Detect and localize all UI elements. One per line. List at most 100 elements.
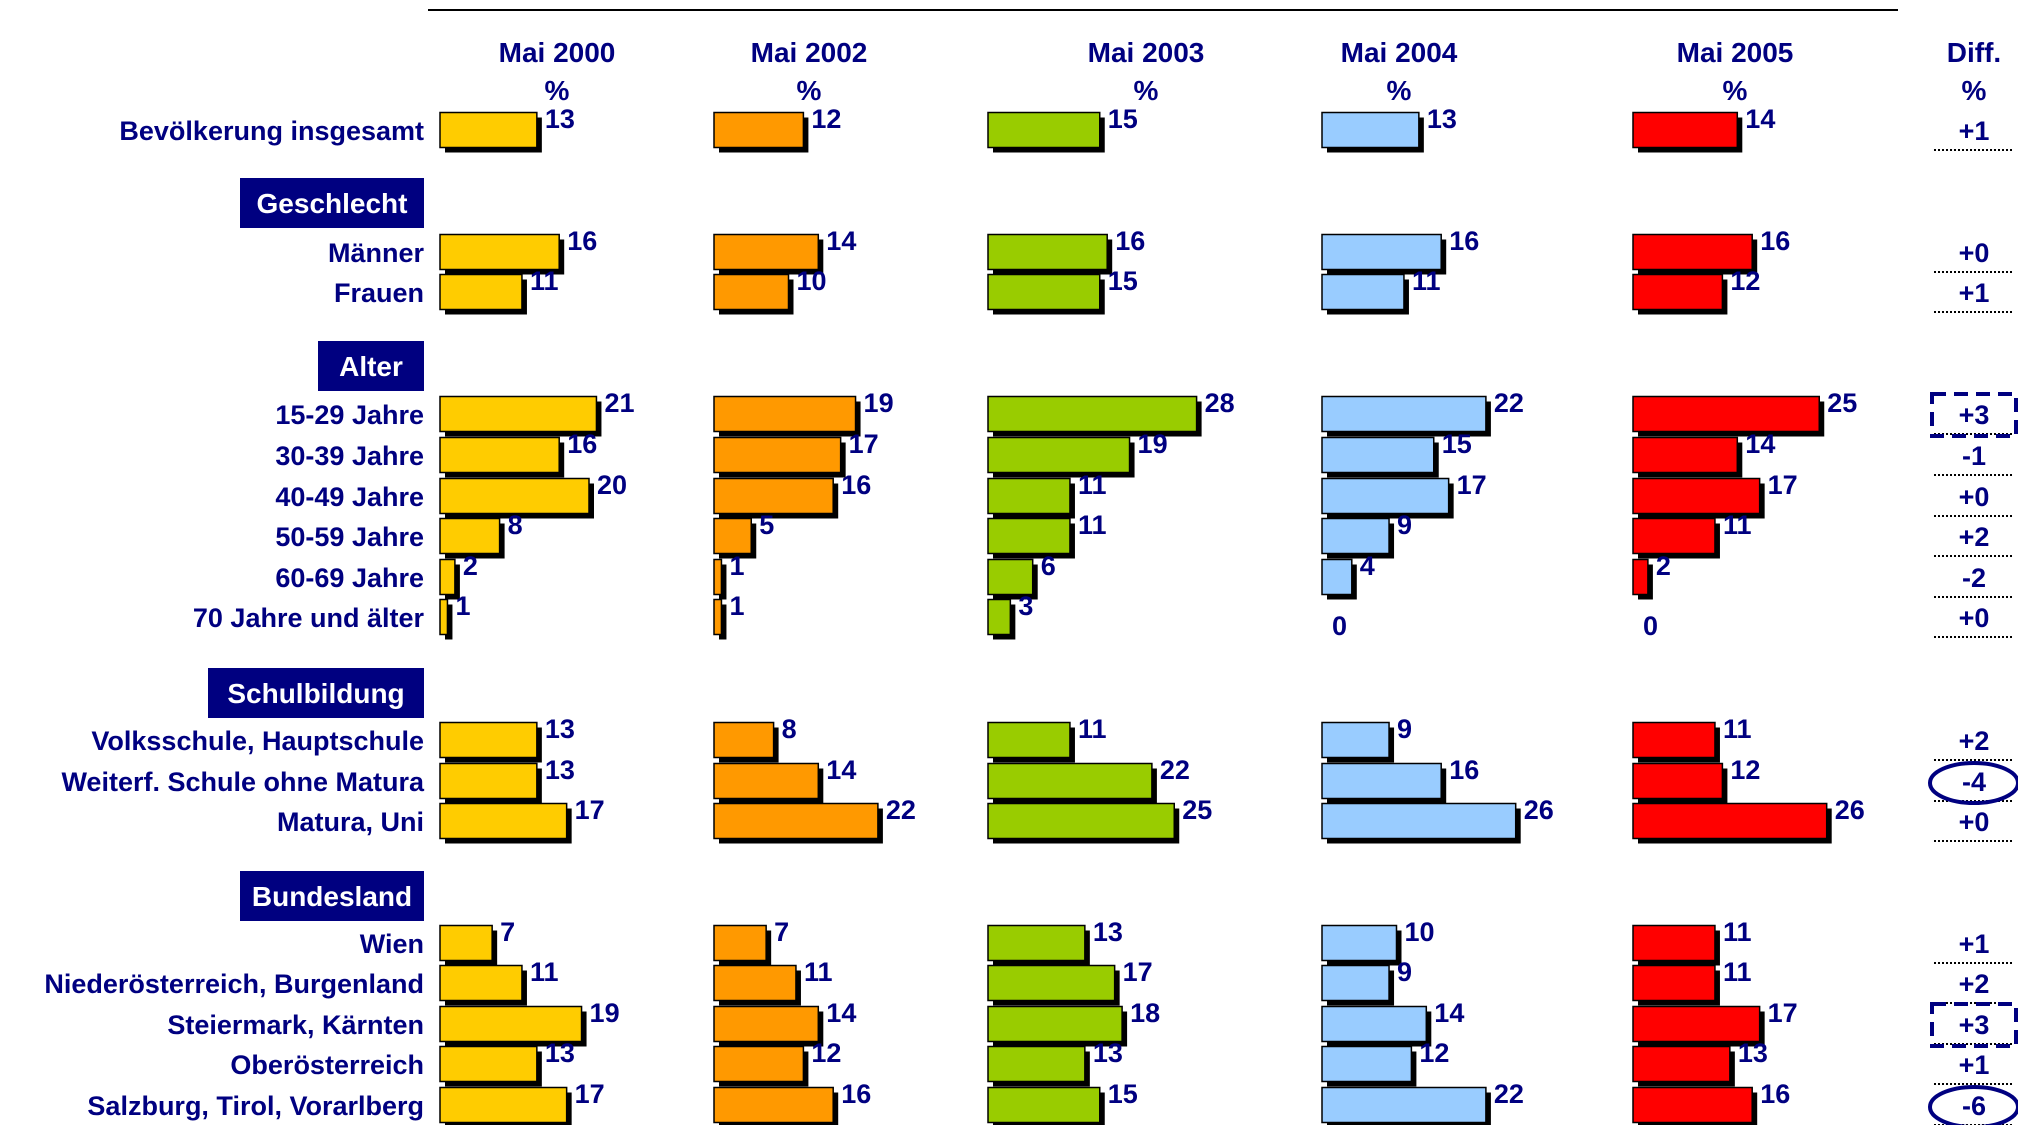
- section-header: Geschlecht: [257, 188, 408, 219]
- data-label: 7: [774, 917, 789, 947]
- data-label: 12: [811, 104, 841, 134]
- section-header: Alter: [339, 351, 403, 382]
- data-label: 19: [1138, 429, 1168, 459]
- section-header: Bundesland: [252, 881, 412, 912]
- row-label: Weiterf. Schule ohne Matura: [61, 767, 425, 797]
- data-label: 5: [759, 510, 774, 540]
- data-label: 16: [567, 226, 597, 256]
- data-label: 2: [1656, 551, 1671, 581]
- row-label: 30-39 Jahre: [275, 441, 424, 471]
- data-label: 11: [1723, 957, 1752, 987]
- bar: [1321, 964, 1390, 1002]
- diff-value: +3: [1959, 400, 1990, 430]
- data-label: 17: [1457, 470, 1487, 500]
- data-label: 22: [1160, 755, 1190, 785]
- panel-title: Mai 2000: [499, 37, 616, 68]
- data-label: 22: [1494, 388, 1524, 418]
- panel-title: Mai 2004: [1341, 37, 1458, 68]
- row-label: 15-29 Jahre: [275, 400, 424, 430]
- data-label: 13: [1738, 1038, 1768, 1068]
- bar: [713, 517, 752, 555]
- row-label: Salzburg, Tirol, Vorarlberg: [87, 1091, 424, 1121]
- data-label: 15: [1108, 1079, 1138, 1109]
- bar: [713, 273, 790, 311]
- bar: [1321, 1045, 1413, 1083]
- bar: [439, 233, 560, 271]
- data-label: 11: [530, 957, 559, 987]
- diff-value: -2: [1962, 563, 1986, 593]
- bar: [987, 964, 1116, 1002]
- bar: [439, 436, 560, 474]
- bar: [439, 964, 523, 1002]
- bar: [439, 598, 449, 636]
- bar: [1321, 721, 1390, 759]
- row-label: Steiermark, Kärnten: [167, 1010, 424, 1040]
- data-label: 25: [1182, 795, 1212, 825]
- data-label: 16: [841, 470, 871, 500]
- bar: [987, 111, 1101, 149]
- diff-value: +2: [1959, 522, 1990, 552]
- bar: [713, 1005, 820, 1043]
- diff-value: +3: [1959, 1010, 1990, 1040]
- row-label: Männer: [328, 238, 425, 268]
- data-label: 16: [1449, 226, 1479, 256]
- bar: [713, 721, 775, 759]
- data-label: 12: [811, 1038, 841, 1068]
- bar: [439, 762, 538, 800]
- section-header-bg: [240, 178, 424, 228]
- bar: [439, 477, 590, 515]
- data-label: 17: [849, 429, 879, 459]
- data-label: 12: [1730, 755, 1760, 785]
- data-label: 13: [545, 1038, 575, 1068]
- data-label: 13: [1093, 917, 1123, 947]
- section-header-bg: [318, 341, 424, 391]
- diff-value: +0: [1959, 603, 1990, 633]
- data-label: 11: [1412, 266, 1441, 296]
- section-header-bg: [208, 668, 424, 718]
- diff-unit: %: [1962, 75, 1987, 106]
- data-label: 14: [1745, 104, 1775, 134]
- bar: [1632, 517, 1716, 555]
- bar: [1321, 233, 1442, 271]
- data-label: 9: [1397, 714, 1412, 744]
- bar: [1321, 1005, 1428, 1043]
- diff-value: +1: [1959, 278, 1990, 308]
- panel-unit: %: [1387, 75, 1412, 106]
- data-label: 26: [1524, 795, 1554, 825]
- bar: [713, 1045, 805, 1083]
- data-label: 1: [455, 591, 470, 621]
- row-label: Volksschule, Hauptschule: [91, 726, 424, 756]
- data-label: 26: [1835, 795, 1865, 825]
- data-label: 8: [508, 510, 523, 540]
- bar: [1321, 1086, 1487, 1124]
- bar: [987, 721, 1071, 759]
- bar: [713, 233, 820, 271]
- panel-unit: %: [797, 75, 822, 106]
- diff-value: +0: [1959, 807, 1990, 837]
- diff-value: +0: [1959, 238, 1990, 268]
- row-label: Wien: [360, 929, 424, 959]
- data-label: 2: [463, 551, 478, 581]
- bar: [713, 802, 879, 840]
- data-label: 4: [1360, 551, 1375, 581]
- bar: [439, 1005, 583, 1043]
- highlight-box: [1930, 1002, 2018, 1048]
- data-label: 17: [1768, 998, 1798, 1028]
- data-label: 11: [1078, 470, 1107, 500]
- data-label: 11: [1723, 510, 1752, 540]
- bar: [713, 924, 767, 962]
- bar: [713, 558, 723, 596]
- bar: [987, 517, 1071, 555]
- data-label: 14: [826, 998, 856, 1028]
- bar: [713, 111, 805, 149]
- bar: [1632, 1045, 1731, 1083]
- data-label: 15: [1108, 266, 1138, 296]
- data-label: 13: [545, 714, 575, 744]
- data-label: 0: [1332, 611, 1347, 641]
- data-label: 16: [1449, 755, 1479, 785]
- data-label: 17: [1768, 470, 1798, 500]
- data-label: 15: [1442, 429, 1472, 459]
- bar: [987, 598, 1012, 636]
- data-label: 16: [1760, 1079, 1790, 1109]
